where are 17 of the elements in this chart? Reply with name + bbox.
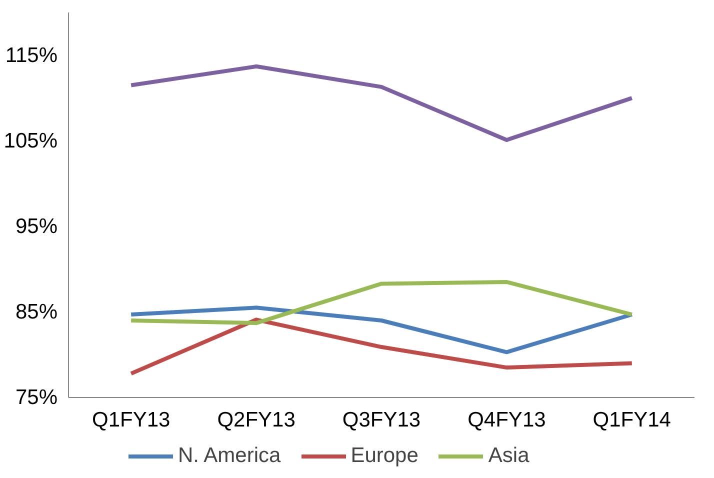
legend-label: Asia (488, 444, 530, 468)
legend-label: N. America (178, 444, 281, 468)
line-series (129, 318, 634, 376)
x-tick-label: Q1FY14 (592, 408, 672, 432)
line-series (129, 280, 634, 326)
y-tick-label: 95% (15, 214, 58, 238)
line-series (129, 64, 634, 142)
line-series (129, 306, 634, 354)
x-tick-label: Q4FY13 (468, 408, 546, 432)
x-tick-label: Q2FY13 (217, 408, 296, 432)
y-tick-label: 105% (4, 129, 58, 152)
x-tick-label: Q1FY13 (92, 408, 170, 432)
y-tick-label: 85% (15, 300, 58, 324)
y-tick-label: 115% (5, 44, 58, 67)
y-tick-label: 75% (15, 386, 58, 409)
legend-label: Europe (350, 444, 418, 468)
x-tick-label: Q3FY13 (342, 408, 421, 432)
